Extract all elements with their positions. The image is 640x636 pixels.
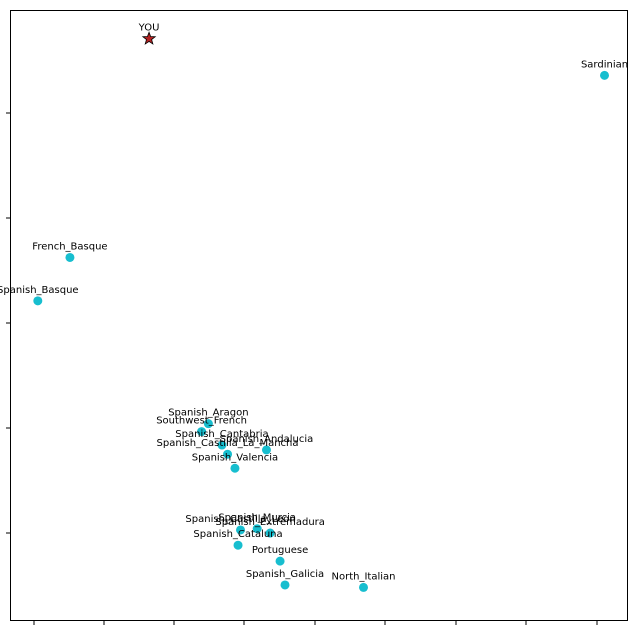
- point-label-6: Spanish_Andalucia: [220, 434, 314, 445]
- point-label-3: Spanish_Aragon: [168, 408, 248, 419]
- point-label-0: Sardinian: [581, 59, 628, 70]
- data-point-2: [33, 296, 43, 306]
- point-label-14: Spanish_Galicia: [246, 569, 324, 580]
- data-point-8: [230, 463, 240, 473]
- data-point-9: [236, 525, 246, 535]
- point-label-5: Spanish_Cantabria: [175, 429, 268, 440]
- data-point-11: [265, 528, 275, 538]
- plot-frame: [10, 10, 628, 621]
- axis-ticks: [6, 112, 598, 625]
- data-point-1: [65, 252, 75, 262]
- point-label-1: French_Basque: [32, 241, 107, 252]
- data-point-13: [275, 556, 285, 566]
- point-label-13: Portuguese: [252, 545, 308, 556]
- data-point-7: [223, 449, 233, 459]
- point-label-15: North_Italian: [331, 571, 395, 582]
- data-point-0: [600, 70, 610, 80]
- you-label: YOU: [138, 23, 160, 34]
- data-point-15: [358, 582, 368, 592]
- data-marks: Sardinian French_Basque Spanish_Basque Span…: [0, 23, 628, 592]
- you-star-marker: [141, 31, 157, 45]
- point-label-9: Spanish_Castilla_Leon: [185, 514, 295, 525]
- data-point-14: [280, 580, 290, 590]
- data-point-6: [261, 445, 271, 455]
- data-point-12: [233, 540, 243, 550]
- point-label-12: Spanish_Cataluna: [193, 529, 282, 540]
- data-point-3: [203, 419, 213, 429]
- data-point-10: [252, 524, 262, 534]
- point-label-11: Spanish_Extremadura: [215, 517, 324, 528]
- point-label-2: Spanish_Basque: [0, 285, 79, 296]
- point-label-10: Spanish_Murcia: [218, 513, 296, 524]
- point-label-8: Spanish_Valencia: [192, 452, 278, 463]
- data-point-4: [197, 427, 207, 437]
- point-label-4: Southwest_French: [156, 416, 247, 427]
- point-label-7: Spanish_Castilla_La_Mancha: [157, 438, 299, 449]
- data-point-5: [217, 440, 227, 450]
